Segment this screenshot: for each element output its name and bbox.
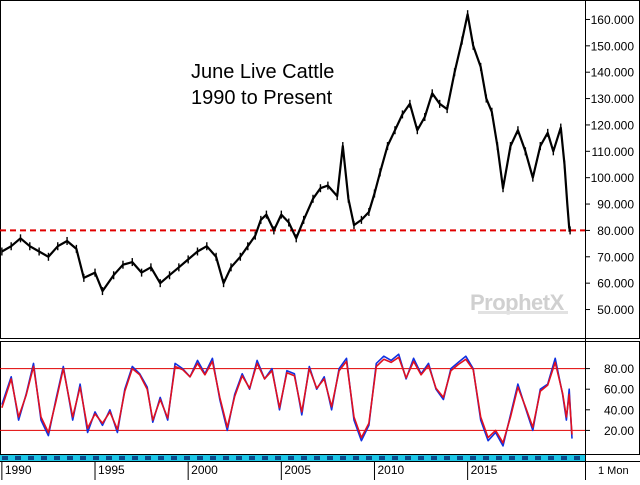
- oscillator-axis-label: 20.00: [604, 424, 634, 438]
- price-axis-label: 70.000: [597, 250, 634, 264]
- chart-title: June Live Cattle: [191, 61, 335, 83]
- chart-subtitle: 1990 to Present: [191, 87, 333, 109]
- time-scroll-segment: [119, 456, 125, 460]
- price-axis-label: 90.000: [597, 198, 634, 212]
- oscillator-panel-frame: [0, 341, 640, 455]
- time-scroll-segment: [67, 456, 73, 460]
- price-axis-label: 50.000: [597, 303, 634, 317]
- oscillator-axis-label: 80.00: [604, 362, 634, 376]
- time-scroll-segment: [301, 456, 307, 460]
- time-scroll-segment: [509, 456, 515, 460]
- time-scroll-segment: [431, 456, 437, 460]
- oscillator-fast-line: [1, 353, 573, 447]
- time-scroll-segment: [483, 456, 489, 460]
- time-scroll-segment: [210, 456, 216, 460]
- time-scroll-segment: [548, 456, 554, 460]
- time-scroll-segment: [2, 456, 8, 460]
- price-axis-label: 80.000: [597, 224, 634, 238]
- time-scroll-segment: [574, 456, 580, 460]
- time-scroll-segment: [158, 456, 164, 460]
- time-scroll-segment: [561, 456, 567, 460]
- time-axis-label: 2010: [377, 463, 404, 477]
- time-scroll-segment: [197, 456, 203, 460]
- time-scroll-segment: [314, 456, 320, 460]
- time-scroll-segment: [353, 456, 359, 460]
- time-scroll-segment: [444, 456, 450, 460]
- time-scroll-segment: [535, 456, 541, 460]
- oscillator-axis-label: 40.00: [604, 403, 634, 417]
- time-scroll-segment: [379, 456, 385, 460]
- time-scroll-segment: [132, 456, 138, 460]
- time-scroll-segment: [223, 456, 229, 460]
- price-axis-label: 100.000: [591, 171, 635, 185]
- time-scroll-segment: [28, 456, 34, 460]
- oscillator-slow-line: [1, 356, 573, 444]
- time-scroll-segment: [470, 456, 476, 460]
- time-axis-label: 2005: [284, 463, 311, 477]
- time-scroll-segment: [145, 456, 151, 460]
- price-axis-label: 150.000: [591, 39, 635, 53]
- time-scroll-segment: [327, 456, 333, 460]
- time-scroll-segment: [184, 456, 190, 460]
- time-scroll-segment: [80, 456, 86, 460]
- price-series-line: [1, 13, 572, 293]
- time-scroll-segment: [54, 456, 60, 460]
- time-axis-label: 1990: [5, 463, 32, 477]
- time-scroll-segment: [366, 456, 372, 460]
- time-scroll-segment: [106, 456, 112, 460]
- oscillator-axis-label: 60.00: [604, 383, 634, 397]
- price-axis-label: 60.000: [597, 277, 634, 291]
- price-axis-label: 140.000: [591, 66, 635, 80]
- time-scroll-segment: [236, 456, 242, 460]
- time-scroll-segment: [288, 456, 294, 460]
- time-scroll-segment: [249, 456, 255, 460]
- watermark-logo: ProphetX: [470, 290, 564, 315]
- time-scroll-segment: [15, 456, 21, 460]
- price-axis-label: 120.000: [591, 118, 635, 132]
- time-scroll-segment: [41, 456, 47, 460]
- time-scroll-segment: [93, 456, 99, 460]
- time-axis-label: 2000: [191, 463, 218, 477]
- time-scroll-segment: [496, 456, 502, 460]
- price-axis-label: 130.000: [591, 92, 635, 106]
- watermark-underline: [478, 311, 568, 314]
- time-scroll-segment: [405, 456, 411, 460]
- time-scroll-segment: [392, 456, 398, 460]
- time-scroll-segment: [340, 456, 346, 460]
- time-scroll-segment: [418, 456, 424, 460]
- time-scroll-segment: [171, 456, 177, 460]
- time-axis-label: 1995: [98, 463, 125, 477]
- time-axis-label: 2015: [471, 463, 498, 477]
- price-panel-frame: [0, 0, 640, 339]
- timeframe-label: 1 Mon: [598, 465, 629, 477]
- price-axis-label: 110.000: [592, 145, 635, 159]
- time-scroll-segment: [457, 456, 463, 460]
- time-scroll-segment: [262, 456, 268, 460]
- time-scroll-segment: [275, 456, 281, 460]
- time-scroll-segment: [522, 456, 528, 460]
- price-axis-label: 160.000: [591, 13, 635, 27]
